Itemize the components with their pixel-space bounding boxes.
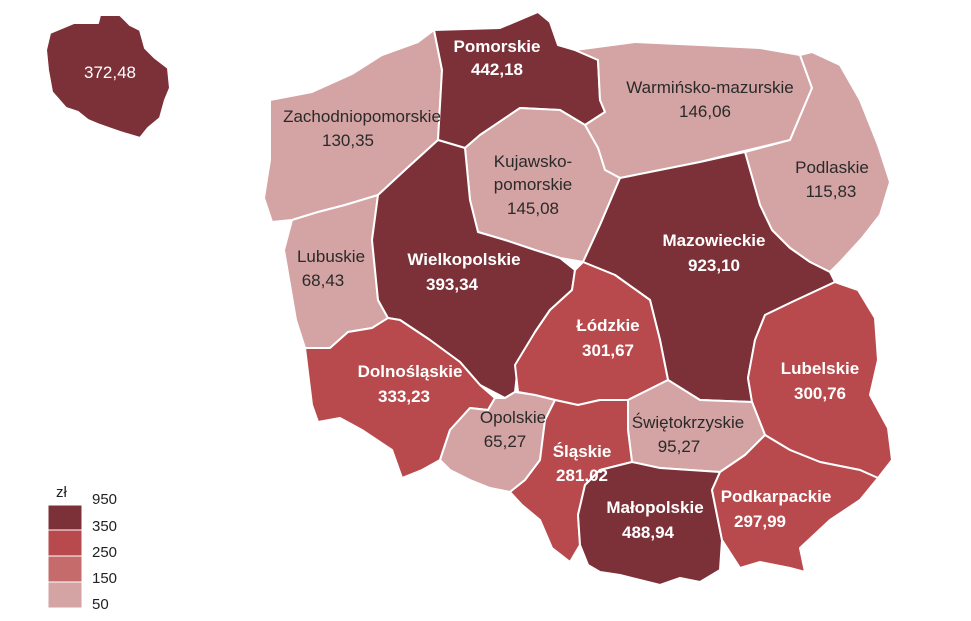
podlaskie-value: 115,83 bbox=[806, 182, 857, 201]
podkarpackie-name: Podkarpackie bbox=[721, 487, 832, 506]
kujawsko-value: 145,08 bbox=[507, 199, 559, 218]
legend-label-950: 950 bbox=[92, 491, 117, 508]
malopolskie-name: Małopolskie bbox=[606, 498, 703, 517]
slaskie-value: 281,02 bbox=[556, 466, 608, 485]
legend-swatch-350 bbox=[47, 529, 83, 557]
legend: zł 950 350 250 150 50 bbox=[47, 484, 117, 613]
national-inset-shape bbox=[45, 14, 171, 139]
slaskie-name: Śląskie bbox=[553, 442, 612, 461]
lubuskie-name: Lubuskie bbox=[297, 247, 365, 266]
legend-label-50: 50 bbox=[92, 596, 109, 613]
mazowieckie-name: Mazowieckie bbox=[663, 231, 766, 250]
legend-label-250: 250 bbox=[92, 544, 117, 561]
wielkopolskie-value: 393,34 bbox=[426, 275, 479, 294]
opolskie-value: 65,27 bbox=[484, 432, 527, 451]
podkarpackie-value: 297,99 bbox=[734, 512, 786, 531]
warminsko-name: Warmińsko-mazurskie bbox=[626, 78, 794, 97]
lubelskie-value: 300,76 bbox=[794, 384, 846, 403]
swietokrzyskie-value: 95,27 bbox=[658, 437, 701, 456]
lubelskie-name: Lubelskie bbox=[781, 359, 859, 378]
podlaskie-name: Podlaskie bbox=[795, 158, 869, 177]
legend-unit: zł bbox=[56, 484, 68, 501]
lubuskie-value: 68,43 bbox=[302, 271, 345, 290]
malopolskie-value: 488,94 bbox=[622, 523, 675, 542]
warminsko-value: 146,06 bbox=[679, 102, 731, 121]
kujawsko-name-line1: Kujawsko- bbox=[494, 152, 572, 171]
pomorskie-value: 442,18 bbox=[471, 60, 523, 79]
dolnoslaskie-value: 333,23 bbox=[378, 387, 430, 406]
opolskie-name: Opolskie bbox=[480, 408, 546, 427]
lodzkie-value: 301,67 bbox=[582, 341, 634, 360]
mazowieckie-value: 923,10 bbox=[688, 256, 740, 275]
lodzkie-name: Łódzkie bbox=[576, 316, 639, 335]
legend-swatch-150 bbox=[47, 581, 83, 609]
national-value: 372,48 bbox=[84, 63, 136, 82]
pomorskie-name: Pomorskie bbox=[454, 37, 541, 56]
swietokrzyskie-name: Świętokrzyskie bbox=[632, 413, 744, 432]
region-podlaskie[interactable] bbox=[744, 51, 891, 273]
zachodniopomorskie-name: Zachodniopomorskie bbox=[283, 107, 441, 126]
legend-swatch-950 bbox=[47, 504, 83, 531]
region-podkarpackie[interactable] bbox=[711, 434, 879, 573]
wielkopolskie-name: Wielkopolskie bbox=[407, 250, 520, 269]
dolnoslaskie-name: Dolnośląskie bbox=[358, 362, 463, 381]
legend-label-150: 150 bbox=[92, 570, 117, 587]
legend-label-350: 350 bbox=[92, 518, 117, 535]
kujawsko-name-line2: pomorskie bbox=[494, 175, 572, 194]
legend-swatch-250 bbox=[47, 555, 83, 583]
zachodniopomorskie-value: 130,35 bbox=[322, 131, 374, 150]
